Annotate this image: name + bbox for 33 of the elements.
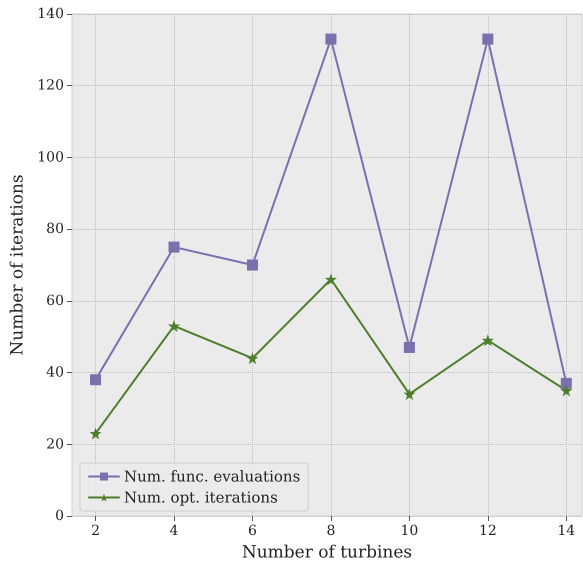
y-tick-label: 40 (46, 364, 64, 381)
x-tick-label: 6 (248, 523, 257, 539)
y-tick-label: 20 (46, 436, 64, 452)
x-tick-label: 14 (557, 523, 576, 539)
x-tick-label: 12 (478, 523, 497, 539)
point (325, 34, 336, 45)
y-tick-label: 120 (37, 78, 64, 94)
x-tick-label: 10 (400, 523, 418, 539)
point (168, 242, 180, 253)
y-tick-label: 80 (46, 221, 64, 238)
point (560, 378, 572, 389)
point (404, 342, 415, 353)
y-axis-title: Number of iterations (8, 174, 28, 356)
point (403, 388, 416, 400)
y-tick-label: 140 (37, 6, 64, 22)
y-tick-label: 100 (37, 149, 64, 166)
point (90, 428, 102, 440)
x-tick-label: 2 (91, 523, 100, 539)
point (168, 320, 180, 332)
y-tick-label: 60 (46, 292, 64, 309)
x-tick-label: 8 (326, 523, 336, 539)
legend-label: Num. opt. iterations (124, 488, 278, 506)
y-tick-label: 0 (55, 508, 64, 524)
point (90, 374, 102, 386)
point (482, 34, 494, 45)
point (324, 273, 337, 286)
point (560, 384, 572, 396)
point (246, 352, 258, 364)
legend-label: Num. func. evaluations (124, 468, 300, 486)
point (246, 260, 258, 270)
x-axis-title: Number of turbines (242, 542, 412, 562)
x-tick-label: 4 (170, 523, 179, 539)
point (482, 334, 494, 346)
